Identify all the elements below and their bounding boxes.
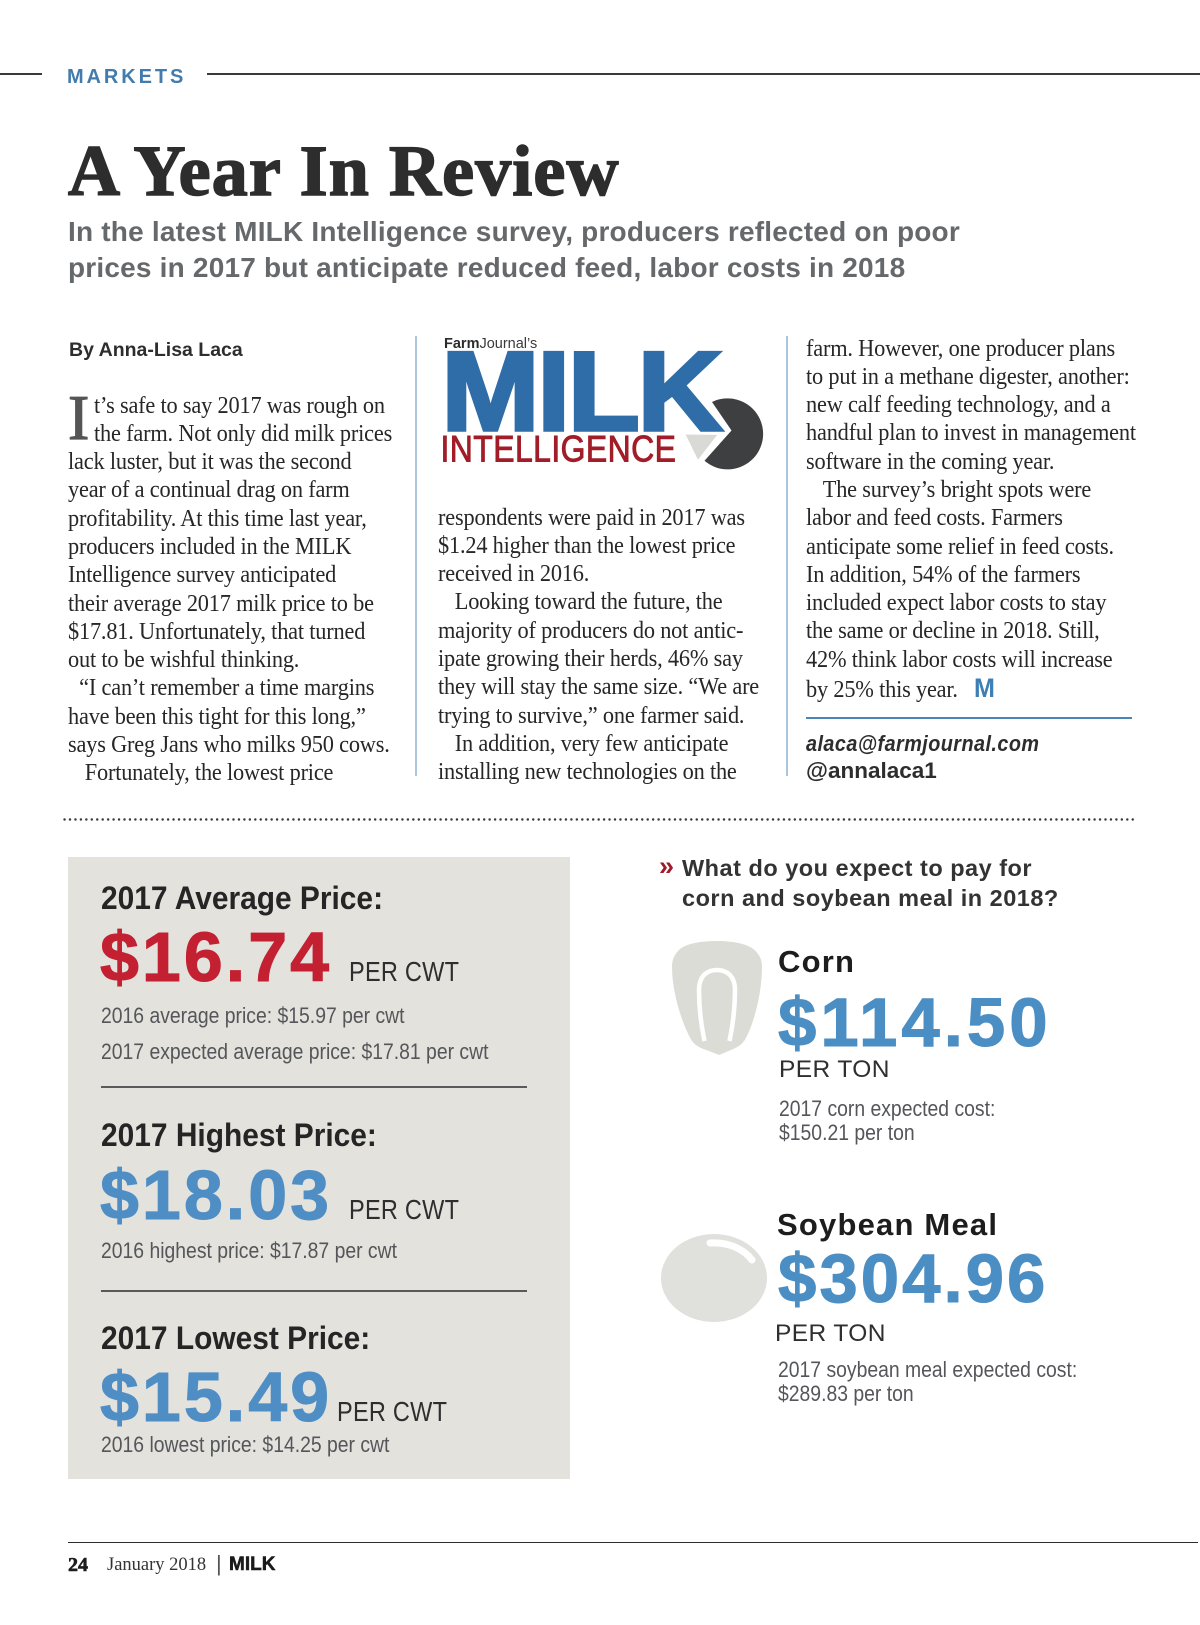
svg-text:INTELLIGENCE: INTELLIGENCE [441,428,677,470]
svg-text:MILK: MILK [442,330,722,454]
